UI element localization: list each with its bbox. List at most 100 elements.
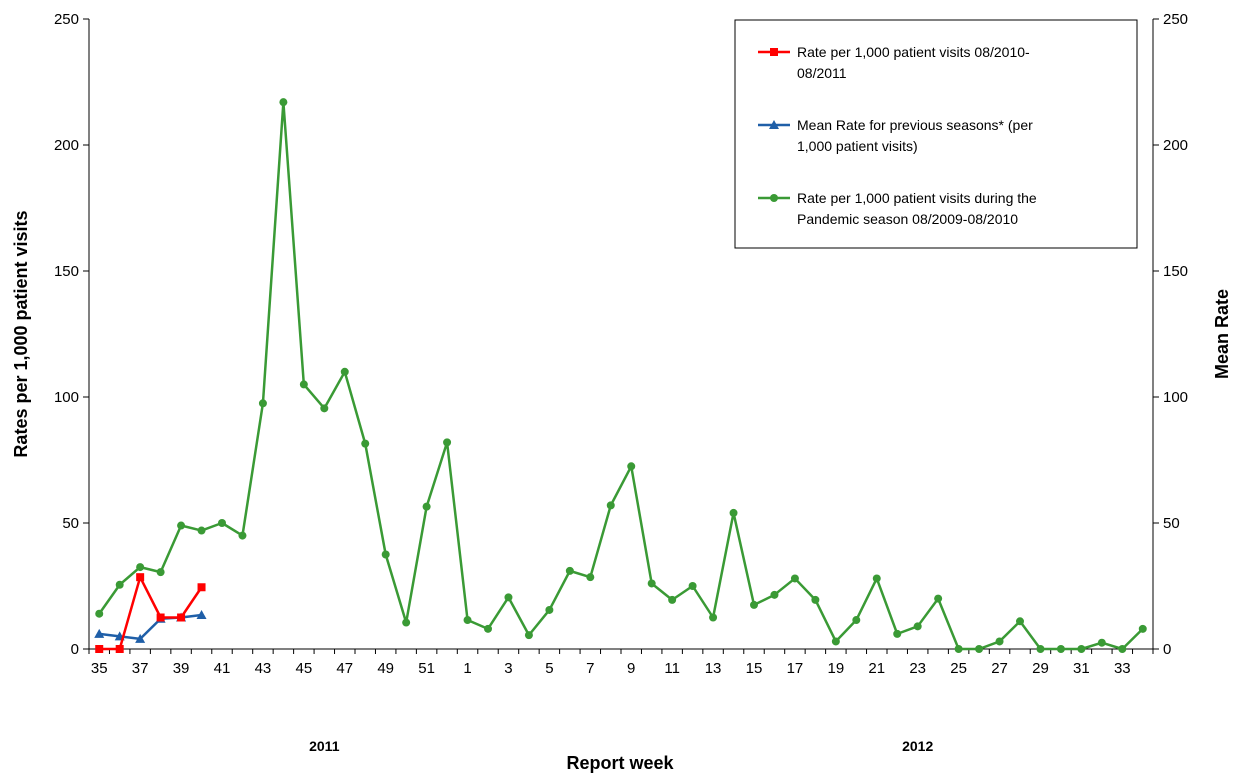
data-point-circle <box>361 440 369 448</box>
legend-label: 08/2011 <box>797 65 847 81</box>
x-tick-label: 13 <box>705 660 722 677</box>
data-point-circle <box>116 581 124 589</box>
x-tick-label: 33 <box>1114 660 1131 677</box>
data-point-circle <box>709 614 717 622</box>
data-point-circle <box>423 503 431 511</box>
data-point-circle <box>607 501 615 509</box>
data-point-square <box>136 573 144 581</box>
data-point-circle <box>1098 639 1106 647</box>
y-tick-label: 150 <box>54 263 79 280</box>
y2-tick-label: 0 <box>1163 641 1171 658</box>
data-point-circle <box>1077 645 1085 653</box>
x-tick-label: 21 <box>868 660 885 677</box>
x-tick-label: 51 <box>418 660 435 677</box>
data-point-circle <box>770 194 778 202</box>
data-point-circle <box>382 551 390 559</box>
legend-label: Mean Rate for previous seasons* (per <box>797 117 1033 133</box>
data-point-circle <box>136 563 144 571</box>
data-point-circle <box>341 368 349 376</box>
data-point-square <box>116 645 124 653</box>
data-point-square <box>95 645 103 653</box>
x-tick-label: 23 <box>909 660 926 677</box>
y2-tick-label: 250 <box>1163 11 1188 28</box>
data-point-circle <box>893 630 901 638</box>
x-tick-label: 31 <box>1073 660 1090 677</box>
year-label: 2012 <box>902 738 933 754</box>
data-point-circle <box>279 98 287 106</box>
data-point-circle <box>1016 617 1024 625</box>
data-point-circle <box>1139 625 1147 633</box>
x-tick-label: 37 <box>132 660 149 677</box>
data-point-circle <box>832 637 840 645</box>
x-tick-label: 9 <box>627 660 635 677</box>
x-tick-label: 3 <box>504 660 512 677</box>
data-point-circle <box>689 582 697 590</box>
data-point-circle <box>770 591 778 599</box>
data-point-circle <box>791 574 799 582</box>
y-tick-label: 250 <box>54 11 79 28</box>
data-point-circle <box>198 527 206 535</box>
data-point-circle <box>811 596 819 604</box>
data-point-circle <box>955 645 963 653</box>
legend: Rate per 1,000 patient visits 08/2010- 08… <box>735 20 1137 248</box>
data-point-circle <box>730 509 738 517</box>
data-point-circle <box>525 631 533 639</box>
x-tick-label: 7 <box>586 660 594 677</box>
x-tick-label: 35 <box>91 660 108 677</box>
y2-tick-label: 100 <box>1163 389 1188 406</box>
data-point-circle <box>873 574 881 582</box>
y2-axis-title: Mean Rate <box>1212 289 1232 379</box>
data-point-circle <box>996 637 1004 645</box>
data-point-circle <box>238 532 246 540</box>
data-point-square <box>198 583 206 591</box>
legend-label: Pandemic season 08/2009-08/2010 <box>797 211 1018 227</box>
data-point-circle <box>586 573 594 581</box>
x-tick-label: 1 <box>463 660 471 677</box>
x-tick-label: 45 <box>296 660 313 677</box>
data-point-circle <box>402 619 410 627</box>
x-tick-label: 11 <box>664 660 680 677</box>
data-point-circle <box>566 567 574 575</box>
x-tick-label: 15 <box>746 660 763 677</box>
data-point-circle <box>627 462 635 470</box>
data-point-square <box>177 614 185 622</box>
data-point-square <box>770 48 778 56</box>
y-tick-label: 200 <box>54 137 79 154</box>
y-axis-title: Rates per 1,000 patient visits <box>11 210 31 457</box>
x-tick-label: 5 <box>545 660 553 677</box>
y2-tick-label: 50 <box>1163 515 1180 532</box>
x-tick-label: 49 <box>377 660 394 677</box>
x-tick-label: 27 <box>991 660 1008 677</box>
data-point-circle <box>668 596 676 604</box>
data-point-circle <box>545 606 553 614</box>
data-point-circle <box>914 622 922 630</box>
data-point-circle <box>320 404 328 412</box>
data-point-circle <box>157 568 165 576</box>
data-point-circle <box>1057 645 1065 653</box>
y2-tick-label: 200 <box>1163 137 1188 154</box>
data-point-circle <box>484 625 492 633</box>
x-tick-label: 29 <box>1032 660 1049 677</box>
legend-label: 1,000 patient visits) <box>797 138 918 154</box>
year-label: 2011 <box>309 738 340 754</box>
series-line <box>99 577 201 649</box>
y-tick-label: 0 <box>71 641 79 658</box>
x-tick-label: 41 <box>214 660 231 677</box>
y-tick-label: 100 <box>54 389 79 406</box>
data-point-circle <box>177 522 185 530</box>
data-point-circle <box>852 616 860 624</box>
data-point-circle <box>934 595 942 603</box>
data-point-circle <box>750 601 758 609</box>
data-point-circle <box>975 645 983 653</box>
data-point-circle <box>443 438 451 446</box>
data-point-circle <box>95 610 103 618</box>
data-point-circle <box>218 519 226 527</box>
data-point-circle <box>504 593 512 601</box>
legend-label: Rate per 1,000 patient visits 08/2010- <box>797 44 1030 60</box>
data-point-square <box>157 614 165 622</box>
y2-tick-label: 150 <box>1163 263 1188 280</box>
data-point-circle <box>1036 645 1044 653</box>
series-line <box>99 615 201 639</box>
y-tick-label: 50 <box>62 515 79 532</box>
